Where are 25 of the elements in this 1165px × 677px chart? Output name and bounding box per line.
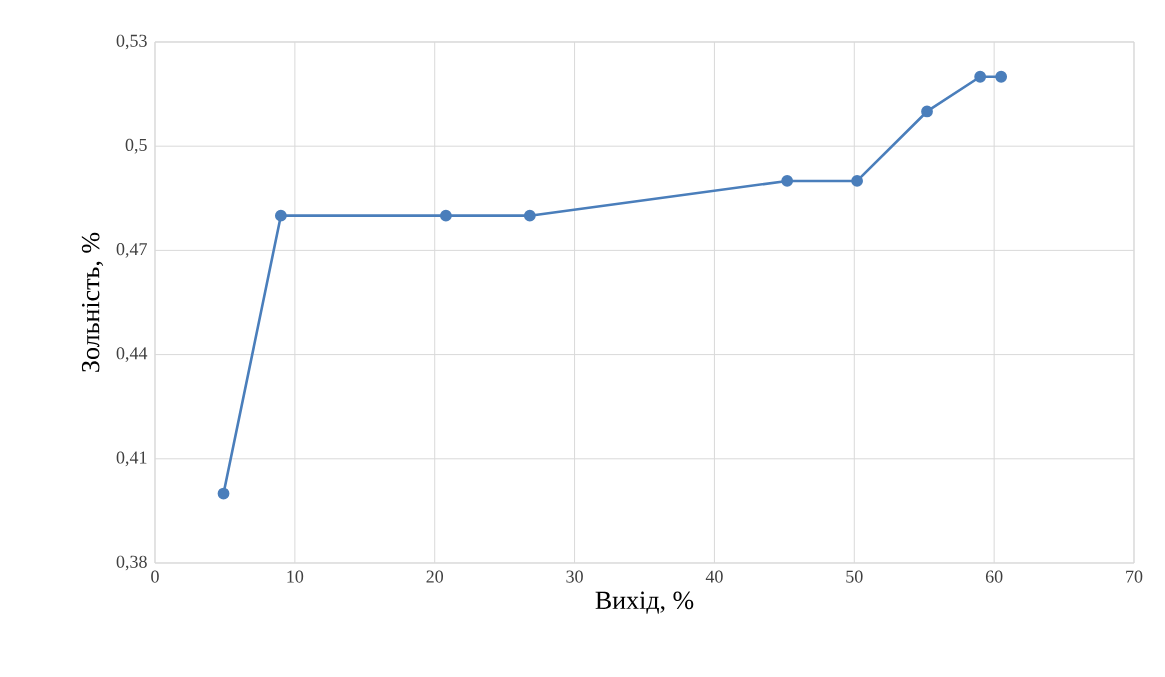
x-tick-label: 10 [287, 570, 304, 583]
point [274, 209, 287, 222]
x-tick-label: 40 [705, 570, 723, 583]
point [781, 175, 794, 187]
y-axis-title: Зольність, % [81, 232, 104, 372]
x-tick-label: 50 [846, 570, 863, 583]
x-tick-label: 20 [426, 570, 444, 583]
point [974, 70, 987, 83]
y-tick-label: 0,38 [116, 555, 147, 571]
x-tick-label: 70 [1126, 570, 1143, 583]
x-tick-label: 30 [566, 570, 583, 583]
point [523, 209, 536, 222]
point [851, 175, 863, 187]
x-axis-title: Вихід, % [595, 591, 694, 614]
point [217, 487, 230, 500]
y-tick-label: 0,5 [125, 138, 147, 154]
x-tick-label: 0 [151, 570, 159, 583]
y-tick-label: 0,44 [116, 347, 148, 362]
y-tick-label: 0,53 [116, 34, 147, 50]
y-tick-label: 0,47 [116, 243, 147, 258]
point [921, 105, 933, 118]
x-tick-label: 60 [985, 570, 1003, 583]
y-tick-label: 0,41 [116, 451, 147, 467]
point [440, 209, 452, 222]
point [995, 70, 1008, 83]
